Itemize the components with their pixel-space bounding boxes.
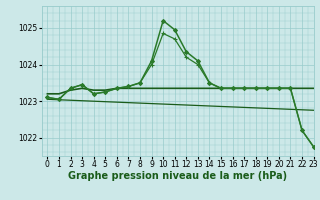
X-axis label: Graphe pression niveau de la mer (hPa): Graphe pression niveau de la mer (hPa): [68, 171, 287, 181]
